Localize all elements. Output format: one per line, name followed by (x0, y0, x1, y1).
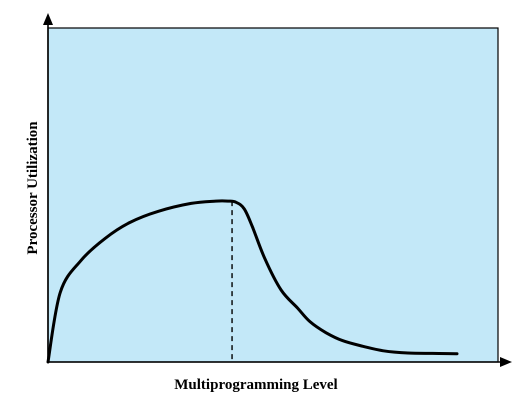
x-axis-label: Multiprogramming Level (174, 377, 337, 393)
plot-background (47, 27, 499, 363)
x-axis-arrow-icon (500, 357, 512, 367)
y-axis-label: Processor Utilization (25, 121, 41, 255)
y-axis-arrow-icon (43, 13, 53, 25)
utilization-curve (46, 199, 459, 364)
